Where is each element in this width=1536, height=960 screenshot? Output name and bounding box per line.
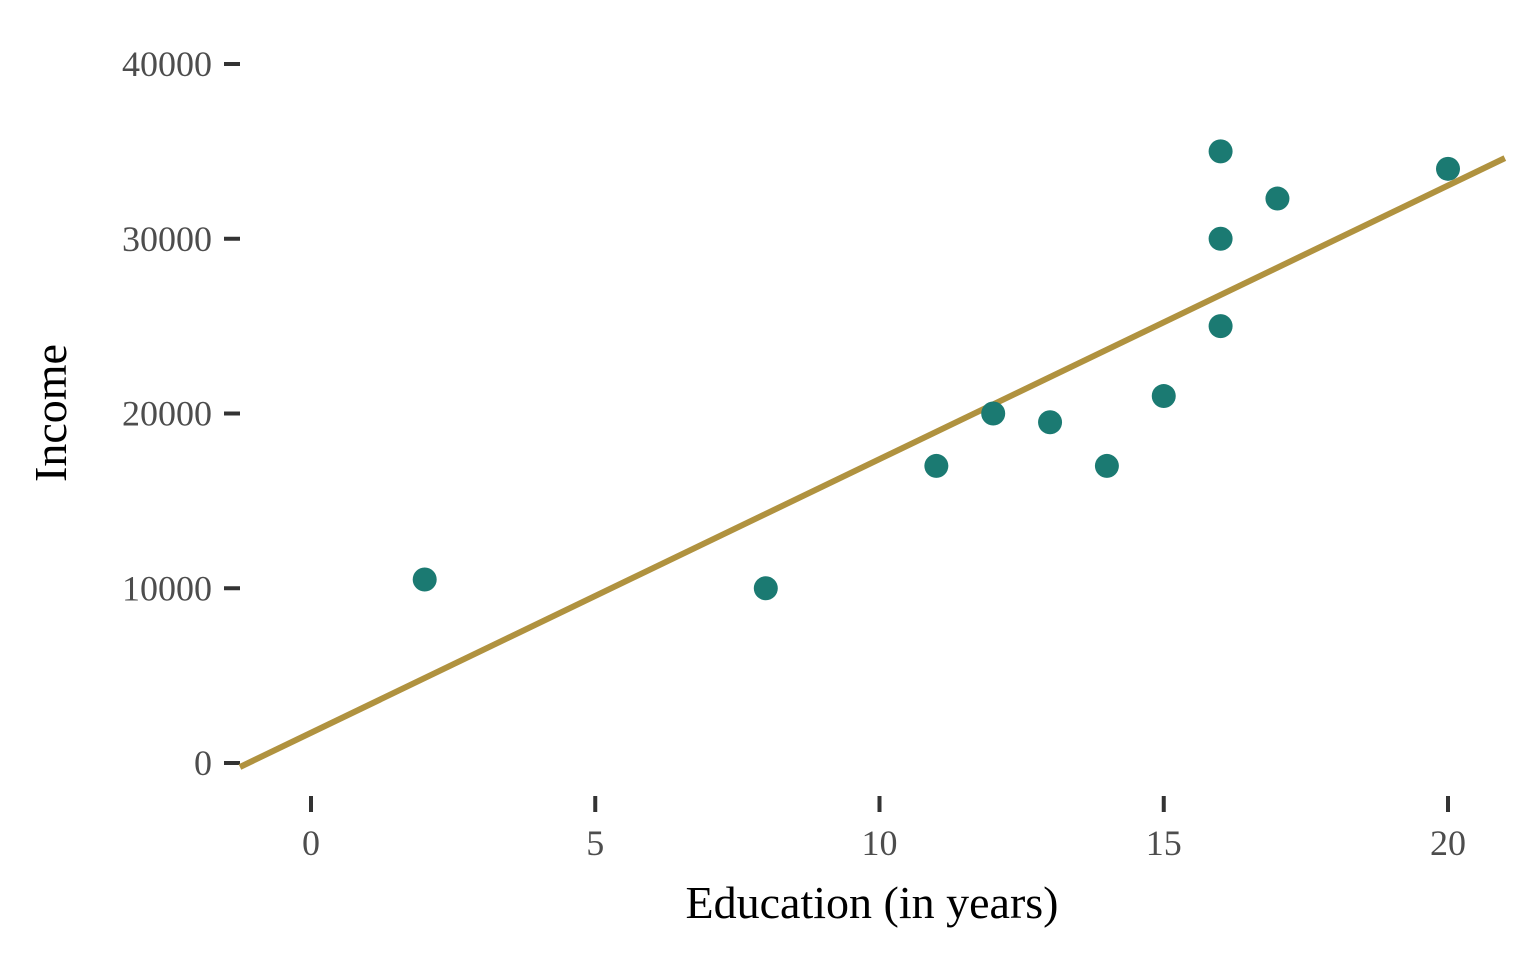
regression-line-group <box>238 155 1507 770</box>
y-tick-label: 20000 <box>122 394 212 434</box>
regression-line <box>238 155 1507 770</box>
data-point <box>1094 453 1119 478</box>
data-point <box>753 576 778 601</box>
data-point <box>1151 384 1176 409</box>
data-point <box>1208 139 1233 164</box>
data-point <box>924 453 949 478</box>
points-group <box>412 139 1460 601</box>
data-point <box>1436 156 1460 181</box>
y-tick-label: 10000 <box>122 568 212 608</box>
data-point <box>412 567 437 592</box>
y-axis-title: Income <box>25 344 76 482</box>
x-tick-label: 10 <box>862 823 898 863</box>
data-point <box>1208 314 1233 339</box>
data-point <box>981 401 1006 426</box>
data-point <box>1208 226 1233 251</box>
x-tick-label: 20 <box>1430 823 1466 863</box>
x-tick-label: 0 <box>302 823 320 863</box>
x-tick-label: 5 <box>586 823 604 863</box>
data-point <box>1265 186 1290 211</box>
x-axis: 0 5 10 15 20 <box>302 796 1466 863</box>
x-tick-label: 15 <box>1146 823 1182 863</box>
y-tick-label: 0 <box>194 743 212 783</box>
y-axis: 0 10000 20000 30000 40000 <box>122 44 240 783</box>
x-axis-title: Education (in years) <box>686 877 1059 928</box>
data-point <box>1038 410 1063 435</box>
y-tick-label: 30000 <box>122 219 212 259</box>
y-tick-label: 40000 <box>122 44 212 84</box>
